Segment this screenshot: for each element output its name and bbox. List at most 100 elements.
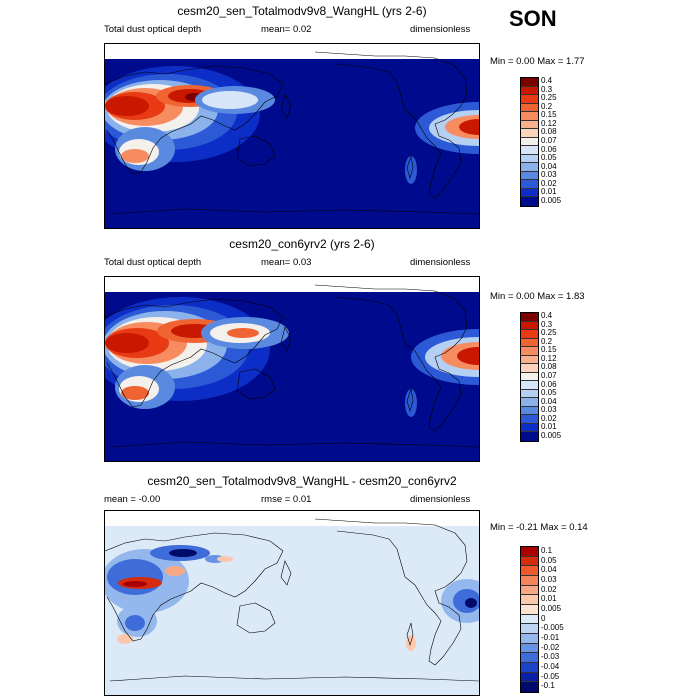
colorbar-level-label: 0.15 (541, 345, 557, 355)
panel-title: cesm20_sen_Totalmodv9v8_WangHL (yrs 2-6) (177, 4, 427, 18)
colorbar-swatch (521, 372, 538, 382)
colorbar-level-label: 0.08 (541, 362, 557, 372)
colorbar-level-label: 0.04 (541, 396, 557, 406)
colorbar-level-label: 0.03 (541, 405, 557, 415)
minmax-label: Min = -0.21 Max = 0.14 (490, 522, 588, 533)
dust-plume-africa-asia (105, 66, 275, 171)
colorbar-level-label: 0.02 (541, 178, 557, 188)
colorbar-swatch (521, 643, 538, 654)
colorbar-level-label: -0.005 (541, 623, 564, 633)
map-con (104, 276, 480, 462)
colorbar-level-label: 0.01 (541, 422, 557, 432)
colorbar-swatch (521, 180, 538, 189)
colorbar-level-label: 0.005 (541, 603, 562, 613)
colorbar-swatch (521, 585, 538, 596)
colorbar-level-label: 0.05 (541, 555, 557, 565)
colorbar-swatch (521, 120, 538, 130)
mean-label: mean= 0.02 (261, 24, 312, 35)
colorbar-level-label: 0.3 (541, 84, 553, 94)
colorbar-swatch (521, 137, 538, 147)
colorbar-swatch (521, 95, 538, 104)
map-diff (104, 510, 480, 696)
colorbar-level-label: 0.2 (541, 336, 553, 346)
colorbar-level-label: 0.15 (541, 110, 557, 120)
colorbar-level-label: -0.04 (541, 661, 560, 671)
colorbar-level-label: 0.02 (541, 413, 557, 423)
colorbar-swatch (521, 662, 538, 673)
colorbar-swatch (521, 78, 538, 87)
colorbar-level-label: 0.03 (541, 574, 557, 584)
colorbar-swatch (521, 154, 538, 164)
colorbar-swatch (521, 321, 538, 331)
dust-plume-americas (405, 329, 479, 417)
colorbar-level-label: 0.25 (541, 93, 557, 103)
colorbar-swatch (521, 188, 538, 198)
dust-plume-africa-asia (105, 297, 289, 409)
colorbar-level-label: 0.005 (541, 195, 562, 205)
season-label: SON (509, 6, 557, 31)
colorbar-swatch (521, 653, 538, 663)
mean-label: mean= 0.03 (261, 257, 312, 268)
colorbar-level-label: 0.01 (541, 594, 557, 604)
colorbar-level-label: 0.05 (541, 153, 557, 163)
colorbar-swatch (521, 129, 538, 138)
units-label: dimensionless (410, 24, 471, 35)
colorbar-swatch (521, 389, 538, 399)
coastlines (105, 51, 479, 215)
colorbar-swatch (521, 355, 538, 365)
colorbar-swatch (521, 406, 538, 416)
colorbar-swatch (521, 112, 538, 121)
mean-label: mean = -0.00 (104, 494, 161, 505)
panel-title: cesm20_con6yrv2 (yrs 2-6) (229, 237, 375, 251)
colorbar-level-label: 0.06 (541, 144, 557, 154)
colorbar-level-label: 0.12 (541, 118, 557, 128)
colorbar-swatch (521, 614, 538, 625)
minmax-label: Min = 0.00 Max = 1.77 (490, 56, 585, 67)
colorbar-swatch (521, 347, 538, 356)
colorbar-level-label: 0.06 (541, 379, 557, 389)
colorbar-swatch (521, 423, 538, 433)
coastlines (105, 284, 479, 448)
colorbar-swatch (521, 556, 538, 567)
colorbar-swatch (521, 313, 538, 322)
difference-anomalies (105, 545, 479, 651)
colorbar-swatch (521, 338, 538, 348)
colorbar-swatch (521, 398, 538, 407)
colorbar-swatch (521, 86, 538, 96)
colorbar-level-label: 0 (541, 613, 546, 623)
units-label: dimensionless (410, 257, 471, 268)
colorbar-swatch (521, 197, 538, 206)
variable-label: Total dust optical depth (104, 257, 202, 268)
coastlines (105, 518, 479, 682)
colorbar-level-label: 0.1 (541, 545, 553, 555)
colorbar-level-label: 0.01 (541, 187, 557, 197)
colorbar-level-label: 0.12 (541, 353, 557, 363)
colorbar-swatch (521, 330, 538, 339)
map-sen (104, 43, 480, 229)
colorbar-swatch (521, 103, 538, 113)
colorbar-level-label: 0.04 (541, 565, 557, 575)
colorbar-swatch (521, 381, 538, 390)
colorbar-level-label: 0.02 (541, 584, 557, 594)
colorbar-level-label: 0.005 (541, 430, 562, 440)
colorbar-swatch (521, 146, 538, 155)
colorbar-swatch (521, 415, 538, 424)
colorbar-level-label: 0.3 (541, 319, 553, 329)
colorbar-level-label: 0.07 (541, 136, 557, 145)
colorbar (520, 312, 539, 442)
colorbar-level-label: -0.02 (541, 642, 560, 652)
colorbar-swatch (521, 364, 538, 373)
colorbar-swatch (521, 633, 538, 644)
colorbar-level-label: 0.08 (541, 127, 557, 137)
colorbar-level-label: 0.03 (541, 170, 557, 180)
colorbar-swatch (521, 547, 538, 557)
colorbar-level-label: -0.1 (541, 681, 555, 691)
colorbar-level-label: 0.07 (541, 371, 557, 380)
minmax-label: Min = 0.00 Max = 1.83 (490, 291, 585, 302)
colorbar-level-label: 0.05 (541, 388, 557, 398)
colorbar-swatch (521, 604, 538, 615)
colorbar-level-label: -0.03 (541, 652, 560, 662)
colorbar-swatch (521, 171, 538, 181)
colorbar-swatch (521, 432, 538, 441)
colorbar-swatch (521, 566, 538, 576)
